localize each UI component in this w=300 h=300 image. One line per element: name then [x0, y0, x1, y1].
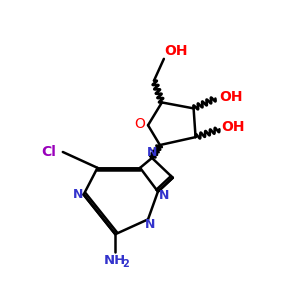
Text: N: N	[145, 218, 155, 231]
Text: OH: OH	[220, 89, 243, 103]
Text: N: N	[73, 188, 83, 201]
Text: Cl: Cl	[41, 145, 56, 159]
Text: 2: 2	[122, 259, 129, 269]
Text: NH: NH	[104, 254, 126, 268]
Text: N: N	[147, 146, 157, 160]
Text: O: O	[135, 117, 146, 131]
Text: OH: OH	[221, 120, 245, 134]
Text: N: N	[159, 189, 169, 202]
Text: OH: OH	[164, 44, 188, 58]
